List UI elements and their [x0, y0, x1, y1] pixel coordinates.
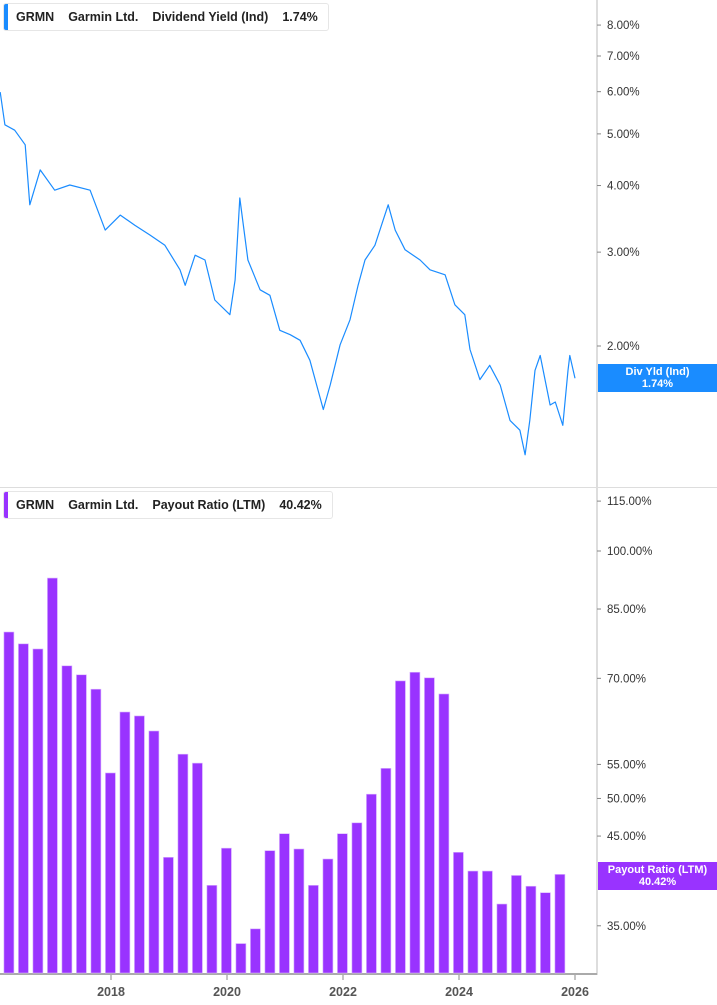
y-tick-label: 55.00%: [607, 759, 646, 771]
payout-ratio-bar: [206, 885, 218, 974]
payout-ratio-bar: [221, 847, 232, 974]
x-tick-label: 2024: [445, 985, 473, 999]
y-tick-label: 85.00%: [607, 604, 646, 616]
y-tick-label: 7.00%: [607, 51, 640, 63]
y-tick-label: 6.00%: [607, 87, 640, 99]
payout-ratio-bar: [380, 768, 392, 974]
x-tick-label: 2026: [561, 985, 589, 999]
payout-ratio-bar: [119, 711, 131, 974]
series-color-swatch: [4, 492, 8, 518]
payout-ratio-bar: [525, 885, 537, 974]
legend-value: 1.74%: [282, 10, 318, 24]
payout-ratio-bar: [177, 753, 189, 974]
y-tick-label: 115.00%: [607, 496, 652, 508]
payout-ratio-bar: [192, 762, 203, 974]
payout-ratio-bar: [322, 858, 334, 974]
payout-ratio-bar: [105, 772, 116, 974]
payout-ratio-bar: [540, 892, 551, 974]
payout-ratio-bar: [308, 885, 319, 974]
payout-ratio-bar: [3, 631, 15, 974]
y-tick-label: 8.00%: [607, 20, 640, 32]
payout-ratio-bar: [235, 943, 247, 974]
payout-ratio-bar: [395, 680, 406, 974]
payout-ratio-bar: [496, 903, 508, 974]
dividend-yield-line: [0, 92, 576, 456]
payout-ratio-bar: [163, 857, 174, 974]
legend-metric: Dividend Yield (Ind): [152, 10, 269, 24]
legend-company: Garmin Ltd.: [68, 10, 139, 24]
tag-value: 40.42%: [638, 876, 677, 888]
payout-ratio-bar: [366, 793, 377, 974]
y-tick-label: 100.00%: [607, 546, 652, 558]
payout-ratio-bar: [409, 671, 421, 974]
dividend-yield-value-tag: Div Yld (Ind) 1.74%: [598, 364, 717, 392]
tag-value: 1.74%: [641, 378, 674, 390]
legend-metric: Payout Ratio (LTM): [152, 498, 266, 512]
payout-ratio-bar: [511, 875, 522, 974]
payout-ratio-bar: [293, 848, 305, 974]
payout-ratio-bar: [61, 665, 73, 974]
x-tick-label: 2020: [213, 985, 241, 999]
payout-ratio-bar: [148, 730, 160, 974]
payout-ratio-bar: [90, 688, 102, 974]
series-color-swatch: [4, 4, 8, 30]
y-tick-label: 5.00%: [607, 129, 640, 141]
payout-ratio-bar: [554, 874, 566, 974]
y-tick-label: 2.00%: [607, 341, 640, 353]
payout-ratio-value-tag: Payout Ratio (LTM) 40.42%: [598, 862, 717, 890]
payout-ratio-bar: [279, 833, 290, 974]
payout-ratio-bar: [438, 693, 450, 974]
payout-ratio-bar: [47, 577, 58, 974]
legend-ticker: GRMN: [16, 10, 55, 24]
y-tick-label: 35.00%: [607, 921, 646, 933]
payout-ratio-bar: [134, 715, 145, 974]
legend-company: Garmin Ltd.: [68, 498, 139, 512]
payout-ratio-bar: [264, 850, 276, 974]
tag-label: Payout Ratio (LTM): [607, 864, 708, 876]
payout-ratio-bar: [467, 870, 479, 974]
x-tick-label: 2018: [97, 985, 125, 999]
tag-label: Div Yld (Ind): [625, 366, 690, 378]
payout-ratio-bar: [482, 870, 493, 974]
y-tick-label: 45.00%: [607, 831, 646, 843]
y-tick-label: 50.00%: [607, 793, 646, 805]
legend-ticker: GRMN: [16, 498, 55, 512]
payout-ratio-bar: [424, 677, 435, 974]
payout-ratio-bar: [351, 822, 363, 974]
payout-ratio-bar: [337, 833, 348, 974]
payout-ratio-bar: [453, 851, 464, 974]
payout-ratio-bar: [76, 674, 87, 974]
payout-ratio-bar: [18, 643, 29, 974]
x-tick-label: 2022: [329, 985, 357, 999]
y-tick-label: 4.00%: [607, 181, 640, 193]
payout-ratio-bar: [250, 928, 261, 974]
legend-value: 40.42%: [279, 498, 322, 512]
dividend-yield-legend: GRMN Garmin Ltd. Dividend Yield (Ind) 1.…: [3, 3, 329, 31]
y-tick-label: 3.00%: [607, 247, 640, 259]
payout-ratio-bar: [32, 648, 44, 974]
y-tick-label: 70.00%: [607, 673, 646, 685]
payout-ratio-legend: GRMN Garmin Ltd. Payout Ratio (LTM) 40.4…: [3, 491, 333, 519]
